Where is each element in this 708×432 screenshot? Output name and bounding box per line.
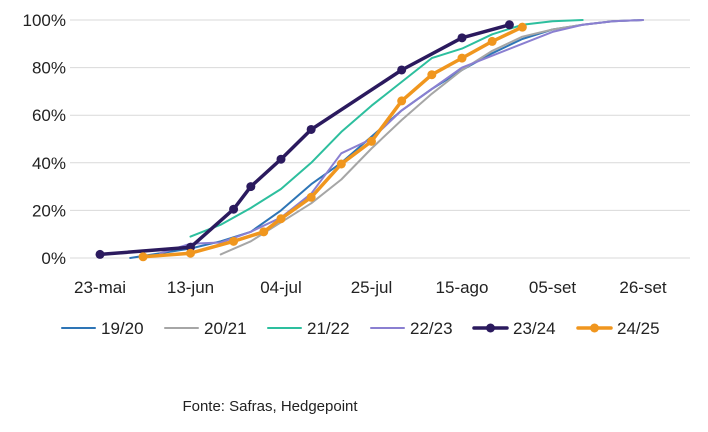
legend-label: 19/20 [101, 319, 144, 338]
gridlines [70, 19, 690, 259]
data-point [246, 182, 256, 192]
data-point [138, 252, 148, 262]
data-point [276, 214, 286, 224]
data-point [229, 204, 239, 214]
data-point [367, 136, 376, 146]
series-23-24 [95, 20, 514, 259]
series-line [159, 19, 644, 255]
data-point [457, 33, 467, 43]
y-tick-label: 40% [32, 154, 66, 173]
legend-item: 20/21 [164, 319, 247, 338]
data-point [427, 70, 437, 80]
data-point [276, 154, 286, 164]
series-line [189, 19, 584, 238]
legend-item: 21/22 [267, 319, 350, 338]
series-lines [95, 19, 644, 262]
y-tick-label: 80% [32, 59, 66, 78]
y-tick-label: 60% [32, 106, 66, 125]
data-point [397, 96, 407, 106]
data-point [397, 65, 407, 75]
data-point [259, 227, 269, 237]
data-point [306, 192, 316, 202]
x-tick-label: 05-set [529, 278, 577, 297]
data-point [457, 53, 467, 63]
legend-item: 19/20 [61, 319, 144, 338]
x-tick-label: 26-set [619, 278, 667, 297]
data-point [504, 20, 514, 30]
y-tick-label: 20% [32, 201, 66, 220]
legend-item: 23/24 [472, 319, 556, 338]
y-tick-label: 100% [23, 11, 66, 30]
data-point [336, 159, 346, 169]
legend-item: 22/23 [370, 319, 453, 338]
series-21-22 [189, 19, 584, 238]
legend-label: 22/23 [410, 319, 453, 338]
series-19-20 [129, 19, 644, 259]
axes: 0% 20% 40% 60% 80% 100% 23-mai 13-jun 04-jul 25-j… [23, 11, 667, 297]
legend-marker [590, 323, 599, 333]
x-tick-label: 15-ago [436, 278, 489, 297]
legend-label: 21/22 [307, 319, 350, 338]
series-22-23 [159, 19, 644, 255]
x-tick-label: 23-mai [74, 278, 126, 297]
legend-item: 24/25 [576, 319, 660, 338]
data-point [487, 36, 497, 46]
source-note: Fonte: Safras, Hedgepoint [182, 398, 358, 415]
legend-marker [486, 323, 495, 333]
x-tick-label: 04-jul [260, 278, 302, 297]
data-point [186, 248, 195, 258]
series-line [98, 23, 512, 257]
series-line [129, 19, 644, 259]
legend-label: 20/21 [204, 319, 247, 338]
x-tick-label: 25-jul [351, 278, 393, 297]
y-tick-label: 0% [41, 249, 66, 268]
legend-label: 23/24 [513, 319, 556, 338]
series-24-25 [138, 22, 527, 262]
legend-label: 24/25 [617, 319, 660, 338]
data-point [229, 236, 239, 246]
data-point [306, 124, 316, 134]
x-tick-label: 13-jun [167, 278, 214, 297]
data-point [517, 22, 527, 32]
legend: 19/20 20/21 21/22 22/23 23/24 24/25 [61, 319, 660, 338]
data-point [95, 249, 105, 259]
